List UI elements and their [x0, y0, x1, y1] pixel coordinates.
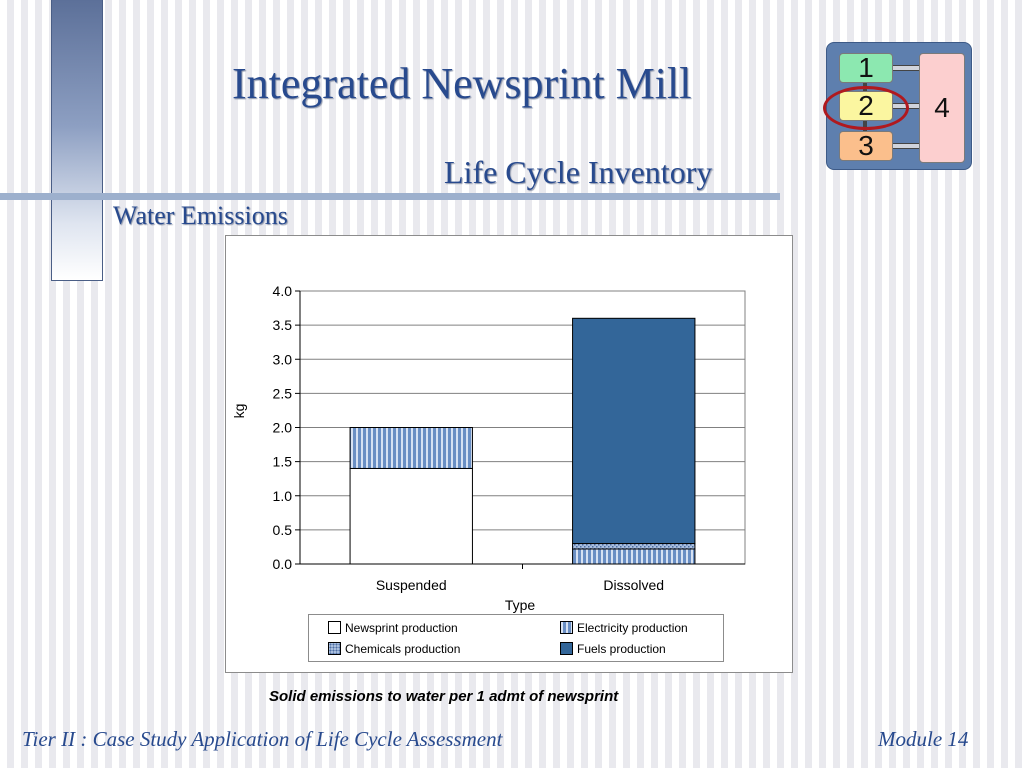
y-tick-label: 3.5 — [273, 317, 293, 333]
y-tick-label: 4.0 — [273, 283, 293, 299]
y-tick-label: 3.0 — [273, 351, 293, 367]
stacked-bar-chart: 0.0 0.5 1.0 1.5 2.0 2.5 3.0 3.5 4.0 Suspended Diss… — [231, 283, 746, 613]
legend-item: Fuels production — [560, 642, 666, 656]
module-box-3: 3 — [839, 131, 893, 161]
footer-module-number: Module 14 — [878, 727, 969, 751]
y-tick-label: 2.0 — [273, 420, 293, 436]
bar-segment-suspended-0 — [349, 467, 473, 565]
x-tick-label: Suspended — [376, 577, 447, 593]
y-tick-label: 2.5 — [273, 385, 293, 401]
module-link — [891, 65, 919, 71]
bar-segment-suspended-1 — [349, 427, 473, 469]
y-tick-label: 0.5 — [273, 522, 293, 538]
y-tick-label: 1.0 — [273, 488, 293, 504]
bar-segment-dissolved-1 — [572, 548, 696, 565]
module-box-4: 4 — [919, 53, 965, 163]
chart-frame: 0.0 0.5 1.0 1.5 2.0 2.5 3.0 3.5 4.0 Suspended Diss… — [225, 235, 793, 673]
y-axis-label: kg — [231, 404, 247, 419]
legend-swatch — [560, 642, 573, 655]
x-axis-label: Type — [505, 597, 536, 613]
legend-label: Electricity production — [577, 621, 688, 635]
y-tick-label: 0.0 — [273, 556, 293, 572]
legend-item: Chemicals production — [328, 642, 460, 656]
bar-segment-dissolved-2 — [572, 543, 696, 550]
legend-label: Fuels production — [577, 642, 666, 656]
legend-label: Newsprint production — [345, 621, 458, 635]
legend-swatch — [328, 621, 341, 634]
section-title: Water Emissions — [113, 201, 288, 230]
left-decor-bar — [51, 0, 103, 281]
module-box-1: 1 — [839, 53, 893, 83]
bar-segment-dissolved-3 — [572, 317, 696, 545]
slide-title: Integrated Newsprint Mill — [232, 59, 692, 108]
legend-item: Electricity production — [560, 621, 688, 635]
module-link — [891, 143, 919, 149]
x-tick-label: Dissolved — [603, 577, 664, 593]
module-diagram: 1 2 3 4 — [823, 42, 972, 170]
legend-label: Chemicals production — [345, 642, 461, 656]
footer-course-title: Tier II : Case Study Application of Life… — [22, 727, 503, 751]
chart-legend: Newsprint production Electricity product… — [308, 614, 724, 662]
highlight-ring — [823, 86, 909, 130]
legend-item: Newsprint production — [328, 621, 458, 635]
legend-swatch — [560, 621, 573, 634]
title-rule — [0, 193, 780, 200]
y-tick-label: 1.5 — [273, 454, 293, 470]
chart-caption: Solid emissions to water per 1 admt of n… — [269, 688, 619, 705]
legend-swatch — [328, 642, 341, 655]
slide-subtitle: Life Cycle Inventory — [444, 154, 713, 190]
